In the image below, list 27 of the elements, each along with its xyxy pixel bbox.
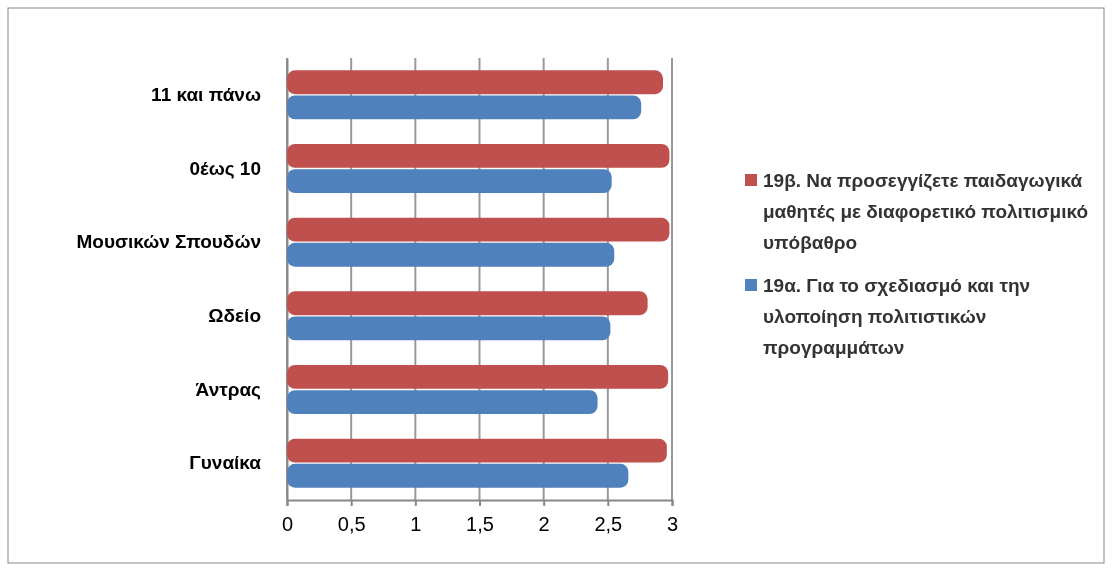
y-tick-label: 11 και πάνω [151,83,261,105]
x-tick-label: 0,5 [337,513,366,535]
bar [287,95,642,120]
bar [287,438,667,463]
bar [287,291,648,316]
x-tick-label: 2 [538,513,550,535]
x-tick-label: 3 [666,513,679,535]
y-tick-label: Γυναίκα [189,452,262,474]
bar [287,143,670,168]
y-tick-label: Μουσικών Σπουδών [76,231,261,253]
x-tick-label: 0 [281,513,294,535]
bar [287,242,615,267]
bar [287,463,629,488]
bar [287,169,612,194]
y-tick-label: Ωδείο [208,304,261,326]
x-tick-label: 1 [410,513,422,535]
x-tick-label: 2,5 [594,513,623,535]
bar [287,217,670,242]
legend-label: 19β. Να προσεγγίζετε παιδαγωγικά μαθητές με διαφορετικό πολιτισμικό υπόβαθρο [763,170,1089,253]
bar [287,70,664,95]
bar [287,316,611,341]
legend-label: 19α. Για το σχεδιασμό και την υλοποίηση πολιτιστικών προγραμμάτων [763,275,1031,358]
y-tick-label: 0έως 10 [189,157,261,179]
x-tick-label: 1,5 [466,513,494,535]
bar [287,364,669,389]
bar [287,390,598,415]
y-tick-label: Άντρας [195,378,262,400]
